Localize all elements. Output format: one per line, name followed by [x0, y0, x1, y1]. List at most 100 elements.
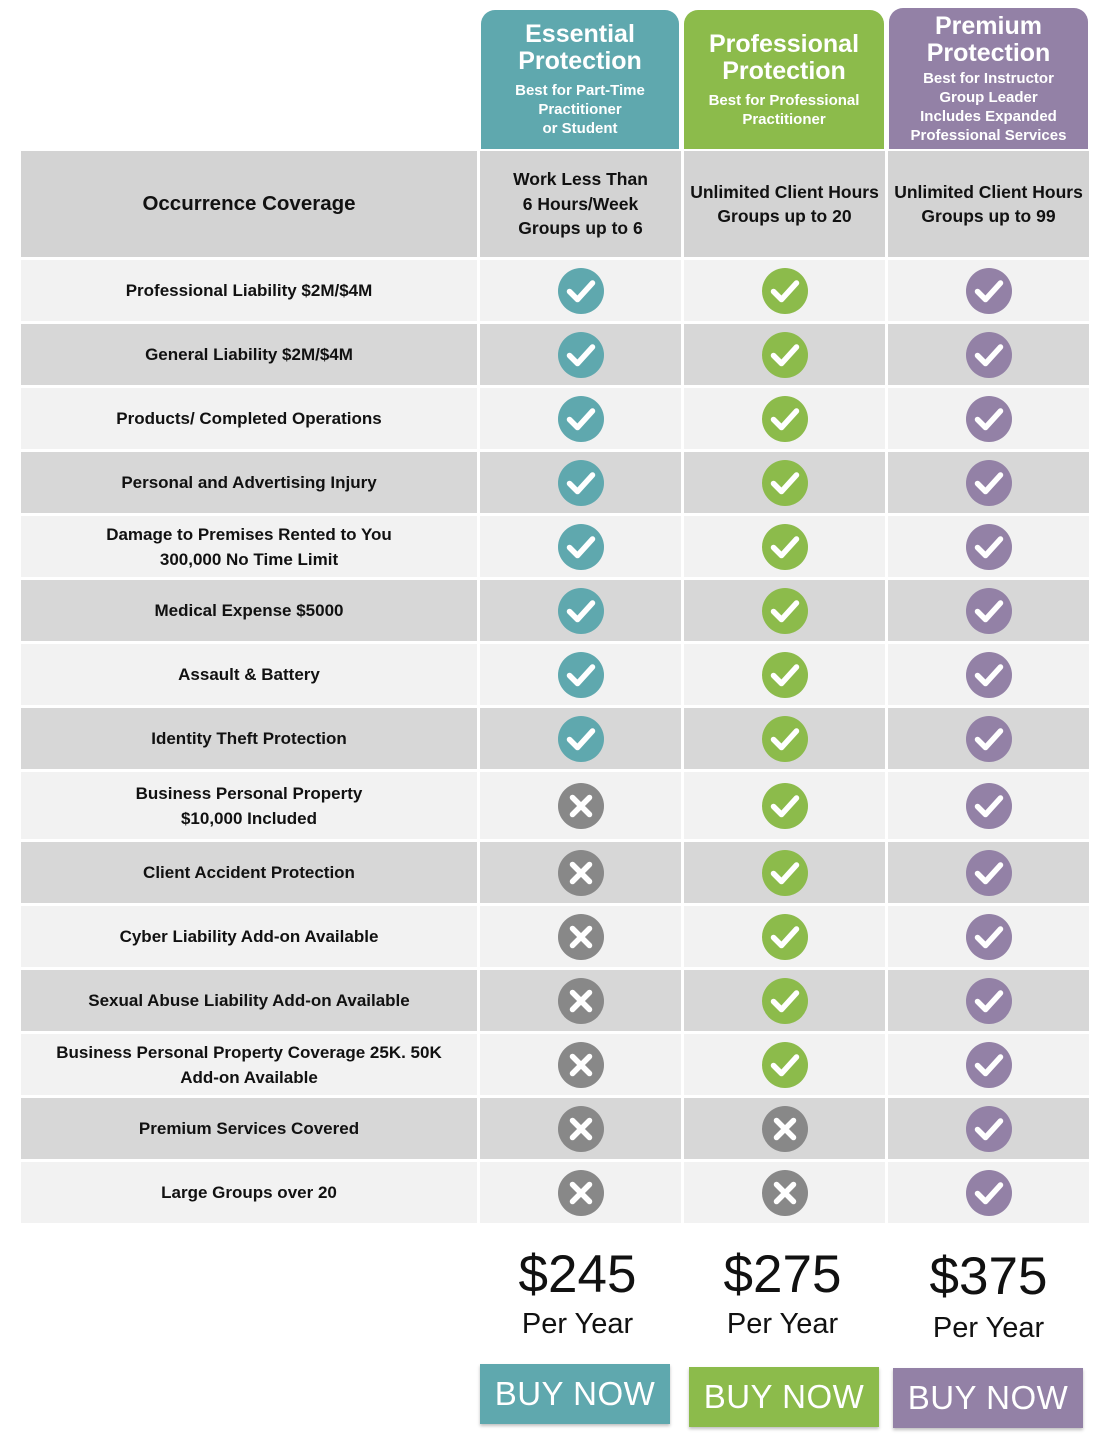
check-circle-icon: [965, 587, 1012, 634]
check-circle-icon: [965, 267, 1012, 314]
coverage-cell-essential: [480, 1034, 681, 1095]
coverage-feature-label: Professional Liability $2M/$4M: [21, 260, 477, 321]
coverage-feature-label: Sexual Abuse Liability Add-on Available: [21, 970, 477, 1031]
coverage-cell-professional: [684, 644, 885, 705]
feature-label-line: Large Groups over 20: [161, 1183, 337, 1202]
price-professional: $275 Per Year: [682, 1244, 883, 1342]
x-circle-icon: [557, 977, 604, 1024]
plan-subtitle-line: Practitioner: [538, 101, 622, 118]
check-circle-icon: [557, 459, 604, 506]
coverage-cell-professional: [684, 906, 885, 967]
feature-label-line: Add-on Available: [180, 1067, 318, 1087]
coverage-cell-premium: [888, 580, 1089, 641]
plan-subtitle: Best for Instructor Group Leader Include…: [911, 69, 1067, 145]
feature-label-line: Personal and Advertising Injury: [121, 473, 377, 492]
price-period: Per Year: [521, 1308, 634, 1340]
coverage-cell-essential: [480, 772, 681, 839]
coverage-cell-professional: [684, 772, 885, 839]
feature-label-line: Business Personal Property: [135, 783, 363, 803]
feature-label-line: Professional Liability $2M/$4M: [125, 281, 373, 300]
check-circle-icon: [965, 849, 1012, 896]
coverage-cell-premium: [888, 708, 1089, 769]
coverage-cell-professional: [684, 1162, 885, 1223]
price-period: Per Year: [726, 1308, 839, 1340]
buy-now-button-premium[interactable]: BUY NOW: [893, 1368, 1083, 1428]
plan-title: Professional Protection: [709, 30, 859, 85]
header-cell-line: Unlimited Client Hours: [690, 181, 879, 202]
coverage-cell-professional: [684, 842, 885, 903]
buy-now-button-essential[interactable]: BUY NOW: [480, 1364, 670, 1424]
coverage-feature-label: Client Accident Protection: [21, 842, 477, 903]
coverage-cell-essential: [480, 708, 681, 769]
coverage-feature-label: Assault & Battery: [21, 644, 477, 705]
plan-title: Premium Protection: [926, 12, 1051, 67]
x-circle-icon: [557, 913, 604, 960]
price-premium: $375 Per Year: [888, 1246, 1089, 1346]
coverage-cell-premium: [888, 772, 1089, 839]
coverage-cell-premium: [888, 452, 1089, 513]
coverage-cell-premium: [888, 1098, 1089, 1159]
check-circle-icon: [761, 782, 808, 829]
coverage-cell-essential: [480, 580, 681, 641]
coverage-feature-label: Large Groups over 20: [21, 1162, 477, 1223]
plan-subtitle: Best for Part-Time Practitioner or Stude…: [515, 81, 645, 138]
coverage-cell-essential: [480, 324, 681, 385]
coverage-cell-professional: [684, 516, 885, 577]
plan-hours-premium: Unlimited Client Hours Groups up to 99: [888, 151, 1089, 257]
plan-header-essential: Essential Protection Best for Part-Time …: [481, 10, 679, 149]
plan-title-line: Protection: [722, 56, 846, 85]
coverage-cell-essential: [480, 1162, 681, 1223]
check-circle-icon: [557, 267, 604, 314]
coverage-feature-label: Medical Expense $5000: [21, 580, 477, 641]
plan-subtitle: Best for Professional Practitioner: [709, 91, 860, 129]
feature-label-line: Assault & Battery: [178, 665, 320, 684]
feature-label-line: General Liability $2M/$4M: [145, 345, 353, 364]
coverage-cell-premium: [888, 1034, 1089, 1095]
header-cell-line: Unlimited Client Hours: [894, 181, 1083, 202]
check-circle-icon: [557, 523, 604, 570]
buy-now-button-professional[interactable]: BUY NOW: [689, 1367, 879, 1427]
feature-label-line: Business Personal Property Coverage 25K.…: [56, 1042, 442, 1062]
check-circle-icon: [557, 395, 604, 442]
x-circle-icon: [557, 1105, 604, 1152]
check-circle-icon: [761, 913, 808, 960]
feature-label-line: Premium Services Covered: [138, 1119, 360, 1138]
plan-subtitle-line: Professional Services: [910, 126, 1067, 144]
check-circle-icon: [761, 849, 808, 896]
coverage-cell-premium: [888, 324, 1089, 385]
coverage-cell-professional: [684, 452, 885, 513]
check-circle-icon: [965, 1041, 1012, 1088]
plan-subtitle-line: Best for Instructor: [923, 69, 1054, 87]
coverage-cell-premium: [888, 516, 1089, 577]
coverage-cell-professional: [684, 708, 885, 769]
coverage-cell-essential: [480, 1098, 681, 1159]
coverage-cell-essential: [480, 842, 681, 903]
check-circle-icon: [965, 331, 1012, 378]
coverage-feature-label: Identity Theft Protection: [21, 708, 477, 769]
x-circle-icon: [557, 782, 604, 829]
plan-subtitle-line: Best for Professional: [708, 91, 860, 109]
coverage-feature-label: Premium Services Covered: [21, 1098, 477, 1159]
coverage-cell-premium: [888, 970, 1089, 1031]
price-amount: $275: [723, 1245, 842, 1304]
coverage-cell-professional: [684, 970, 885, 1031]
coverage-cell-essential: [480, 906, 681, 967]
feature-label-line: Damage to Premises Rented to You: [106, 524, 392, 544]
coverage-cell-professional: [684, 388, 885, 449]
check-circle-icon: [761, 395, 808, 442]
check-circle-icon: [557, 331, 604, 378]
coverage-cell-essential: [480, 260, 681, 321]
plan-title: Essential Protection: [518, 21, 642, 75]
check-circle-icon: [965, 459, 1012, 506]
x-circle-icon: [557, 1041, 604, 1088]
header-cell-line: Groups up to 6: [518, 218, 643, 239]
coverage-cell-essential: [480, 388, 681, 449]
plan-title-line: Protection: [926, 38, 1051, 67]
coverage-cell-premium: [888, 842, 1089, 903]
x-circle-icon: [557, 849, 604, 896]
plan-subtitle-line: or Student: [542, 120, 618, 137]
coverage-cell-premium: [888, 644, 1089, 705]
check-circle-icon: [761, 267, 808, 314]
coverage-cell-premium: [888, 260, 1089, 321]
check-circle-icon: [761, 587, 808, 634]
